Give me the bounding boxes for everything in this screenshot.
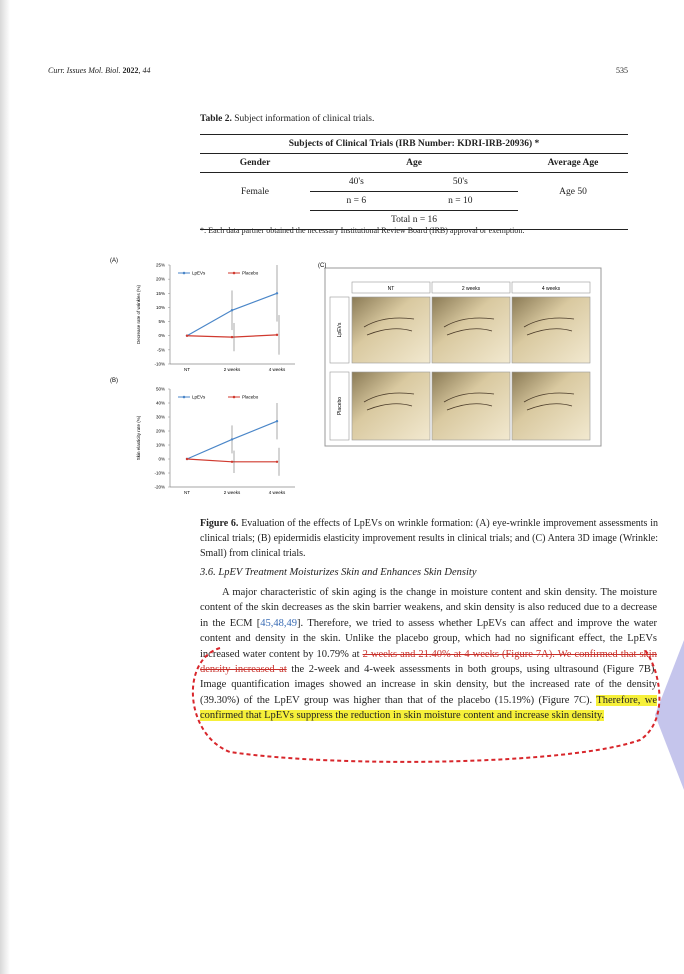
section-heading: 3.6. LpEV Treatment Moisturizes Skin and…	[200, 567, 476, 578]
legend-label: Placebo	[242, 395, 259, 400]
x-tick-label: NT	[184, 367, 190, 372]
y-tick-label: -5%	[157, 347, 165, 352]
point	[231, 438, 233, 440]
column-header: Age	[310, 154, 518, 173]
y-tick-label: -10%	[154, 362, 165, 367]
year: 2022	[122, 66, 138, 75]
point	[276, 292, 278, 294]
y-tick-label: 0%	[158, 457, 165, 462]
running-header: Curr. Issues Mol. Biol. 2022, 44 535	[48, 66, 628, 75]
y-tick-label: 15%	[156, 291, 165, 296]
y-tick-label: 20%	[156, 429, 165, 434]
y-axis-label: Skin elasticity rate (%)	[136, 415, 141, 460]
cell: Female	[200, 173, 310, 211]
skin-image	[432, 372, 510, 440]
y-tick-label: -10%	[154, 471, 165, 476]
x-tick-label: 4 weeks	[269, 367, 286, 372]
figure: (A) (B) (C) 25% 20% 15% 10% 5% 0% -5% -10% Decrease…	[100, 252, 620, 508]
y-axis-label: Decrease rate of wrinkles (%)	[136, 284, 141, 344]
y-tick-label: 10%	[156, 443, 165, 448]
annotation-ellipse	[190, 640, 665, 765]
y-tick-label: 30%	[156, 415, 165, 420]
column-header: 2 weeks	[462, 286, 481, 292]
legend-label: LpEVs	[192, 395, 206, 400]
citation[interactable]: 45,48,49	[260, 618, 297, 629]
cell: n = 6	[310, 192, 403, 211]
legend-marker	[233, 272, 236, 275]
point	[186, 458, 188, 460]
skin-image	[352, 372, 430, 440]
y-tick-label: 10%	[156, 305, 165, 310]
table-title: Subjects of Clinical Trials (IRB Number:…	[200, 135, 628, 154]
legend-marker	[183, 396, 186, 399]
cell: Age 50	[518, 173, 628, 211]
caption-text: Evaluation of the effects of LpEVs on wr…	[200, 518, 658, 559]
cell: n = 10	[403, 192, 518, 211]
legend-label: Placebo	[242, 271, 259, 276]
legend-label: LpEVs	[192, 271, 206, 276]
column-header: 4 weeks	[542, 286, 561, 292]
x-tick-label: 4 weeks	[269, 490, 286, 495]
point	[276, 334, 278, 336]
row-header: Placebo	[337, 397, 343, 415]
page-number: 535	[616, 66, 628, 75]
figure-caption: Figure 6. Evaluation of the effects of L…	[200, 516, 658, 561]
skin-image	[352, 297, 430, 363]
panel-label: (A)	[110, 258, 118, 264]
point	[231, 336, 233, 338]
y-tick-label: 25%	[156, 263, 165, 268]
point	[231, 461, 233, 463]
skin-image	[512, 297, 590, 363]
column-header: Gender	[200, 154, 310, 173]
point	[276, 420, 278, 422]
y-tick-label: 0%	[158, 333, 165, 338]
y-tick-label: 5%	[158, 319, 165, 324]
y-tick-label: 40%	[156, 401, 165, 406]
column-header: Average Age	[518, 154, 628, 173]
y-tick-label: -20%	[154, 485, 165, 490]
point	[276, 461, 278, 463]
y-tick-label: 50%	[156, 387, 165, 392]
skin-image	[432, 297, 510, 363]
caption-text: Subject information of clinical trials.	[234, 114, 374, 124]
point	[231, 309, 233, 311]
panel-label: (C)	[318, 263, 326, 269]
table-caption: Table 2. Subject information of clinical…	[200, 114, 374, 124]
page: Curr. Issues Mol. Biol. 2022, 44 535 Tab…	[0, 0, 684, 974]
table: Subjects of Clinical Trials (IRB Number:…	[200, 134, 628, 230]
x-tick-label: 2 weeks	[224, 367, 241, 372]
x-tick-label: NT	[184, 490, 190, 495]
y-tick-label: 20%	[156, 277, 165, 282]
table-footnote: *: Each data partner obtained the necess…	[200, 226, 524, 235]
column-header: NT	[388, 286, 395, 292]
cell: 50's	[403, 173, 518, 192]
caption-label: Figure 6.	[200, 518, 238, 529]
cell: 40's	[310, 173, 403, 192]
legend-marker	[183, 272, 186, 275]
panel-label: (B)	[110, 378, 118, 384]
legend-marker	[233, 396, 236, 399]
x-tick-label: 2 weeks	[224, 490, 241, 495]
volume: 44	[142, 66, 150, 75]
point	[186, 335, 188, 337]
row-header: LpEVs	[337, 322, 343, 337]
caption-label: Table 2.	[200, 114, 232, 124]
journal: Curr. Issues Mol. Biol.	[48, 66, 120, 75]
skin-image	[512, 372, 590, 440]
page-edge	[0, 0, 10, 974]
